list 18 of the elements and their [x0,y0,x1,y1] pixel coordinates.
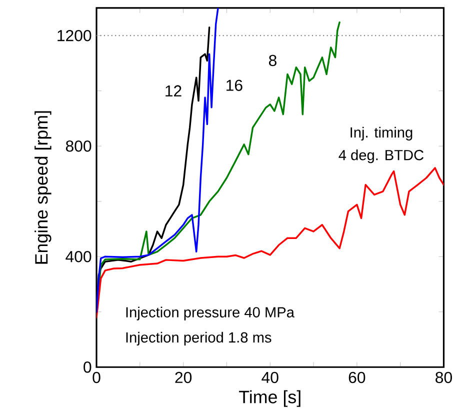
x-tick-label: 80 [436,372,452,384]
y-tick-label: 0 [84,362,92,373]
series-label: 12 [166,85,182,96]
annotation: Injection pressure 40 MPa [126,306,294,320]
x-axis-title: Time [s] [239,390,300,407]
annotation: Injection period 1.8 ms [126,332,272,346]
x-tick-label: 20 [175,372,192,384]
y-axis-title: Engine speed [rpm] [34,111,52,264]
x-tick-label: 0 [92,372,100,384]
y-tick-label: 800 [66,140,92,152]
x-tick-label: 60 [348,372,366,384]
annotation: 4 deg. BTDC [338,150,424,164]
annotation: Inj. timing [350,126,412,141]
x-tick-label: 40 [262,372,278,384]
y-tick-label: 400 [66,251,92,262]
series-label: 8 [268,54,276,66]
series-label: 16 [226,80,242,92]
y-tick-label: 1200 [58,30,92,42]
